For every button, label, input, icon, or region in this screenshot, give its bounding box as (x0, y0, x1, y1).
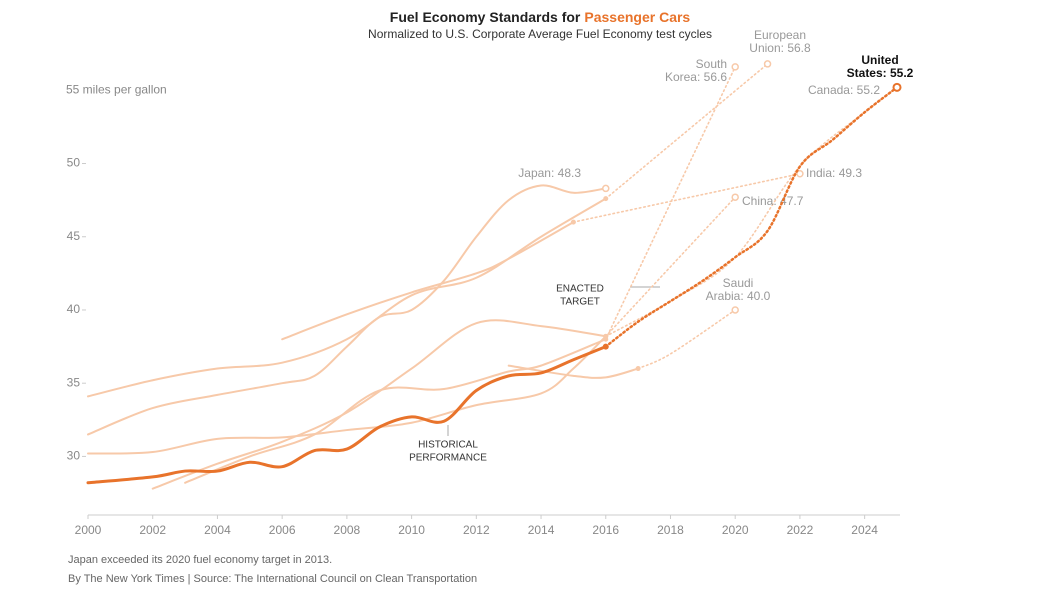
historical-line (87, 335, 607, 455)
historical-line (184, 338, 607, 484)
title-part: Fuel Economy Standards for (390, 9, 581, 25)
historical-line (87, 197, 607, 398)
x-tick-label: 2024 (851, 523, 878, 537)
source: By The New York Times | Source: The Inte… (68, 573, 477, 585)
target-line (604, 63, 769, 200)
series-label: European (754, 28, 806, 42)
target-start (602, 343, 609, 350)
target-line (572, 172, 801, 223)
x-tick-label: 2018 (657, 523, 684, 537)
target-start (603, 336, 609, 342)
historical-line (151, 319, 607, 490)
x-tick-label: 2022 (787, 523, 814, 537)
target-start (603, 196, 609, 202)
target-line (604, 86, 899, 348)
end-marker (731, 193, 739, 201)
y-tick-label: 40 (67, 302, 81, 316)
y-tick-label: 30 (67, 449, 81, 463)
x-tick-label: 2010 (398, 523, 425, 537)
end-marker (731, 63, 739, 71)
chart-title: Fuel Economy Standards for Passenger Cars (390, 9, 691, 25)
annotation: HISTORICAL (418, 440, 478, 451)
series-label: Korea: 56.6 (665, 70, 727, 84)
x-tick-label: 2020 (722, 523, 749, 537)
x-tick-label: 2000 (75, 523, 102, 537)
annotation: ENACTED (556, 284, 604, 295)
target-line (637, 309, 736, 370)
series-label: States: 55.2 (847, 66, 914, 80)
series-label: Union: 56.8 (749, 41, 811, 55)
series-label: India: 49.3 (806, 166, 862, 180)
end-marker (796, 170, 804, 178)
end-marker (763, 60, 772, 68)
y-tick-label: 45 (67, 229, 81, 243)
x-tick-label: 2014 (528, 523, 555, 537)
y-tick-label: 55 miles per gallon (66, 82, 167, 96)
target-start (635, 366, 641, 372)
end-marker (731, 306, 739, 314)
subtitle: Normalized to U.S. Corporate Average Fue… (368, 27, 712, 41)
series-label: Canada: 55.2 (808, 83, 880, 97)
target-line (604, 196, 736, 338)
x-tick-label: 2002 (139, 523, 166, 537)
series-label: China: 47.7 (742, 194, 804, 208)
x-tick-label: 2016 (592, 523, 619, 537)
historical-line (87, 184, 607, 436)
x-tick-label: 2006 (269, 523, 296, 537)
historical-line (86, 345, 608, 485)
title-accent: Passenger Cars (584, 9, 690, 25)
x-tick-label: 2004 (204, 523, 231, 537)
end-marker (602, 184, 610, 193)
annotation: PERFORMANCE (409, 453, 487, 464)
annotation: TARGET (560, 297, 600, 308)
x-tick-label: 2012 (463, 523, 490, 537)
y-tick-label: 35 (67, 375, 81, 389)
end-marker (892, 82, 902, 92)
series-label: Arabia: 40.0 (706, 289, 771, 303)
series-label: South (696, 57, 727, 71)
x-tick-label: 2008 (334, 523, 361, 537)
target-line (604, 66, 736, 341)
series-label: Japan: 48.3 (518, 166, 581, 180)
historical-line (507, 364, 640, 379)
y-tick-label: 50 (67, 156, 81, 170)
target-start (570, 219, 576, 225)
series-label: United (861, 53, 898, 67)
footnote: Japan exceeded its 2020 fuel economy tar… (68, 554, 332, 566)
historical-line (281, 221, 575, 341)
series-label: Saudi (723, 276, 754, 290)
